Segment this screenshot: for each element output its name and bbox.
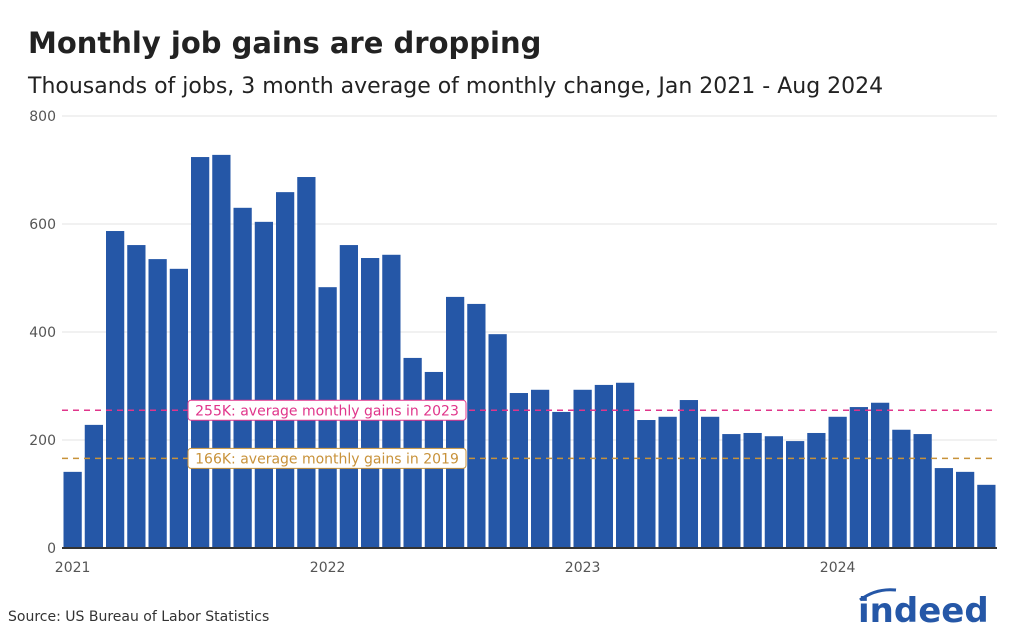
- bar: [552, 411, 571, 548]
- bar: [254, 221, 273, 548]
- x-tick-label: 2023: [565, 560, 601, 576]
- reference-label: 166K: average monthly gains in 2019: [195, 451, 459, 467]
- bar: [849, 407, 868, 548]
- bar: [488, 334, 507, 548]
- indeed-logo: indeed: [858, 588, 989, 630]
- bar: [233, 207, 252, 549]
- bar: [212, 154, 231, 548]
- bar: [106, 231, 125, 548]
- bar: [637, 420, 656, 548]
- bar: [934, 468, 953, 548]
- svg-text:indeed: indeed: [858, 591, 989, 630]
- bar: [871, 402, 890, 548]
- bar: [446, 296, 465, 548]
- y-tick-label: 0: [47, 541, 56, 557]
- bar: [658, 416, 677, 548]
- chart-subtitle: Thousands of jobs, 3 month average of mo…: [28, 74, 884, 99]
- bar: [84, 424, 103, 548]
- bar: [594, 384, 613, 548]
- bar: [743, 432, 762, 548]
- bar: [276, 192, 295, 548]
- bar: [701, 416, 720, 548]
- bar: [191, 157, 210, 549]
- x-tick-label: 2022: [310, 560, 346, 576]
- source-note: Source: US Bureau of Labor Statistics: [8, 609, 270, 625]
- bar: [63, 471, 82, 548]
- bar: [786, 441, 805, 548]
- bar: [764, 436, 783, 548]
- bar: [722, 434, 741, 548]
- x-tick-label: 2021: [55, 560, 91, 576]
- bar: [297, 177, 316, 548]
- bar: [509, 393, 528, 548]
- bar: [573, 389, 592, 548]
- y-tick-label: 200: [29, 433, 56, 449]
- bar: [977, 484, 996, 548]
- x-tick-label: 2024: [820, 560, 856, 576]
- bar: [467, 303, 486, 548]
- bar: [339, 245, 358, 548]
- bar: [956, 471, 975, 548]
- bar: [679, 400, 698, 548]
- bar: [531, 389, 550, 548]
- bar: [828, 416, 847, 548]
- bar: [807, 432, 826, 548]
- reference-label: 255K: average monthly gains in 2023: [195, 403, 459, 419]
- bar: [616, 382, 635, 548]
- reference-label-box: [187, 447, 467, 469]
- bar: [913, 434, 932, 548]
- y-tick-label: 600: [29, 217, 56, 233]
- bar: [148, 259, 167, 548]
- y-tick-label: 400: [29, 325, 56, 341]
- reference-label-box: [187, 399, 467, 421]
- bar: [127, 245, 146, 548]
- chart-title: Monthly job gains are dropping: [28, 26, 542, 60]
- bar: [169, 268, 188, 548]
- bar: [892, 429, 911, 548]
- y-tick-label: 800: [29, 109, 56, 125]
